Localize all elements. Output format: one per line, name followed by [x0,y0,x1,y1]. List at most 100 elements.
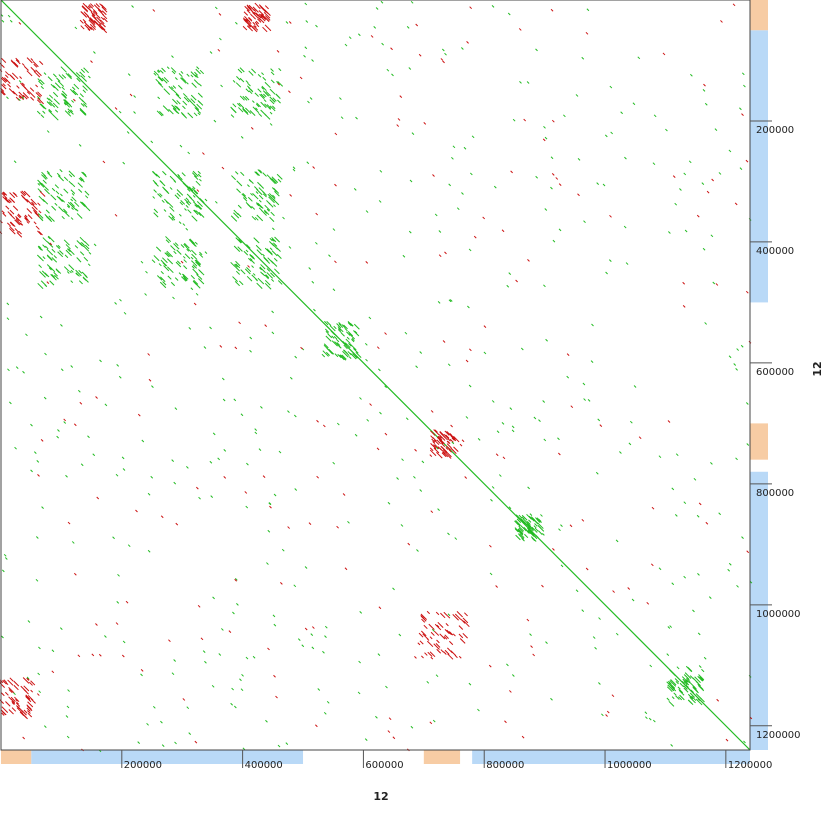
reverse-alignment-mark [1,711,6,716]
forward-alignment-mark [519,533,525,539]
scatter-mark [430,510,434,514]
reverse-alignment-mark [436,439,441,445]
forward-alignment-mark [46,101,51,106]
forward-alignment-mark [237,68,243,74]
forward-alignment-mark [342,350,349,358]
forward-alignment-mark [42,198,49,205]
reverse-alignment-mark [244,16,251,23]
scatter-mark [99,359,102,363]
forward-alignment-mark [174,105,180,111]
scatter-mark [43,396,47,400]
forward-alignment-mark [46,97,50,101]
forward-alignment-mark [66,248,71,253]
forward-alignment-mark [190,71,197,78]
scatter-mark [739,107,742,111]
scatter-mark [304,46,308,50]
scatter-mark [294,488,298,491]
reverse-alignment-mark [433,447,440,454]
forward-alignment-mark [269,88,276,95]
forward-alignment-mark [230,114,235,118]
scatter-mark [508,272,512,275]
forward-alignment-mark [58,196,64,202]
forward-alignment-mark [170,281,176,287]
scatter-mark [251,100,255,104]
scatter-mark [247,265,250,268]
forward-alignment-mark [162,262,167,267]
scatter-mark [365,260,369,264]
scatter-mark [629,420,633,424]
scatter-mark [671,487,675,491]
scatter-mark [710,462,713,465]
forward-alignment-mark [184,198,189,204]
scatter-mark [703,656,707,660]
reverse-alignment-mark [433,643,440,650]
scatter-mark [272,614,276,618]
forward-alignment-mark [39,182,45,188]
forward-alignment-mark [254,216,259,221]
forward-alignment-mark [46,264,53,270]
scatter-mark [482,216,486,220]
forward-alignment-mark [257,73,262,78]
forward-alignment-mark [191,215,198,222]
scatter-mark [506,663,509,667]
scatter-mark [745,159,749,163]
forward-alignment-mark [68,170,76,177]
forward-alignment-mark [258,112,263,117]
scatter-mark [386,68,390,72]
reverse-alignment-mark [441,442,446,447]
reverse-alignment-mark [258,17,265,24]
forward-alignment-mark [65,244,71,250]
forward-alignment-mark [254,186,259,191]
scatter-mark [357,33,361,37]
forward-alignment-mark [232,80,236,83]
forward-alignment-mark [60,93,67,99]
scatter-mark [63,421,67,424]
forward-alignment-mark [67,110,71,114]
forward-alignment-mark [256,203,260,207]
scatter-mark [703,83,706,87]
scatter-mark [741,113,744,116]
forward-alignment-mark [331,340,338,347]
scatter-mark [650,563,654,567]
reverse-alignment-mark [31,201,35,206]
reverse-alignment-mark [444,452,452,459]
reverse-alignment-mark [456,611,464,618]
reverse-alignment-mark [254,2,259,7]
reverse-alignment-mark [264,5,269,10]
forward-alignment-mark [170,86,174,90]
forward-alignment-mark [162,170,167,176]
reverse-alignment-mark [258,13,264,18]
reverse-alignment-mark [26,677,30,681]
reverse-alignment-mark [430,631,435,636]
forward-alignment-mark [325,335,332,342]
scatter-mark [702,247,706,251]
forward-alignment-mark [54,202,58,206]
scatter-mark [569,524,573,528]
scatter-mark [690,73,693,77]
scatter-mark [241,673,244,677]
reverse-alignment-mark [426,638,430,641]
scatter-mark [384,432,388,436]
scatter-mark [519,81,522,84]
forward-alignment-mark [77,182,83,188]
scatter-mark [706,190,710,194]
forward-alignment-mark [199,197,205,204]
forward-alignment-mark [67,205,70,209]
scatter-mark [406,26,410,29]
forward-alignment-mark [61,74,67,79]
forward-alignment-mark [683,674,690,680]
reverse-alignment-mark [0,682,5,688]
scatter-mark [545,338,548,342]
forward-alignment-mark [538,530,543,535]
scatter-mark [683,575,687,579]
forward-alignment-mark [668,680,672,685]
reverse-alignment-mark [99,19,105,25]
scatter-mark [127,73,131,76]
scatter-mark [46,281,50,285]
forward-alignment-mark [518,514,523,519]
scatter-mark [114,302,117,305]
forward-alignment-mark [351,338,355,343]
scatter-mark [725,738,729,742]
scatter-mark [518,28,522,31]
scatter-mark [59,627,63,630]
